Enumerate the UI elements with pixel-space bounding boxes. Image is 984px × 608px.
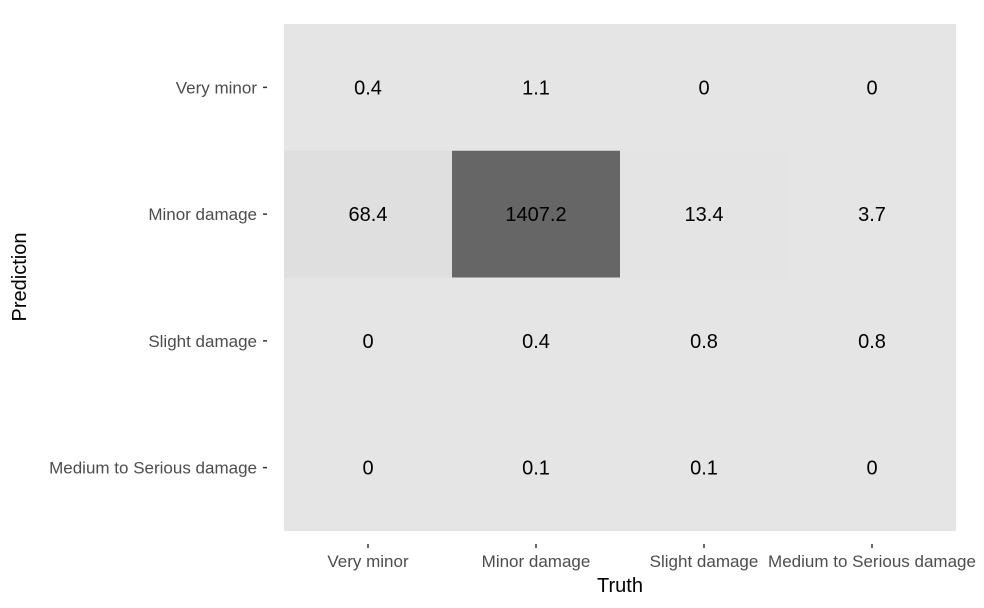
y-tick-label: Very minor [176, 78, 258, 97]
x-axis: Very minor Minor damage Slight damage Mediu… [327, 544, 976, 571]
heatmap-cell-label: 0.4 [354, 77, 382, 99]
heatmap-cell-label: 13.4 [685, 204, 724, 226]
y-tick-label: Slight damage [148, 332, 257, 351]
heatmap-cell-label: 0 [866, 77, 877, 99]
heatmap-cell [788, 24, 956, 151]
heatmap-cell [284, 150, 452, 278]
heatmap-cell [620, 150, 788, 278]
heatmap-cell-label: 0 [698, 77, 709, 99]
heatmap-cell [788, 277, 956, 405]
x-tick-label: Slight damage [650, 552, 759, 571]
heatmap-cell-label: 3.7 [858, 204, 886, 226]
heatmap-cell [788, 150, 956, 278]
heatmap-cell-label: 0 [362, 331, 373, 353]
heatmap-cell-label: 1407.2 [505, 204, 566, 226]
heatmap-cell [788, 404, 956, 531]
heatmap-cell-label: 0.4 [522, 331, 550, 353]
heatmap-cell [620, 277, 788, 405]
heatmap-cell-label: 0.1 [690, 458, 718, 480]
heatmap-cell-label: 0.8 [690, 331, 718, 353]
heatmap-cell [284, 404, 452, 531]
y-axis-title: Prediction [9, 233, 31, 322]
heatmap-cell-labels: 0.4 1.1 0 0 68.4 1407.2 13.4 3.7 0 0.4 0.8 0.8 0 0.1 0… [349, 77, 886, 479]
heatmap-cell [620, 24, 788, 151]
heatmap-cell-label: 1.1 [522, 77, 550, 99]
heatmap-cell-label: 68.4 [349, 204, 388, 226]
heatmap-cell [284, 277, 452, 405]
heatmap-cell-label: 0 [866, 458, 877, 480]
heatmap-cell [452, 404, 620, 531]
x-tick-label: Minor damage [482, 552, 591, 571]
x-axis-title: Truth [597, 575, 643, 597]
heatmap-cell [452, 24, 620, 151]
heatmap-cell-label: 0.1 [522, 458, 550, 480]
heatmap-cells [284, 24, 956, 531]
heatmap-cell [452, 277, 620, 405]
heatmap-cell-label: 0 [362, 458, 373, 480]
heatmap-cell [284, 24, 452, 151]
x-tick-label: Very minor [327, 552, 409, 571]
heatmap-cell [620, 404, 788, 531]
y-axis: Very minor Minor damage Slight damage Mediu… [49, 78, 267, 478]
y-tick-label: Minor damage [148, 205, 257, 224]
heatmap-cell [452, 150, 620, 278]
x-tick-label: Medium to Serious damage [768, 552, 976, 571]
y-tick-label: Medium to Serious damage [49, 459, 257, 478]
heatmap-cell-label: 0.8 [858, 331, 886, 353]
